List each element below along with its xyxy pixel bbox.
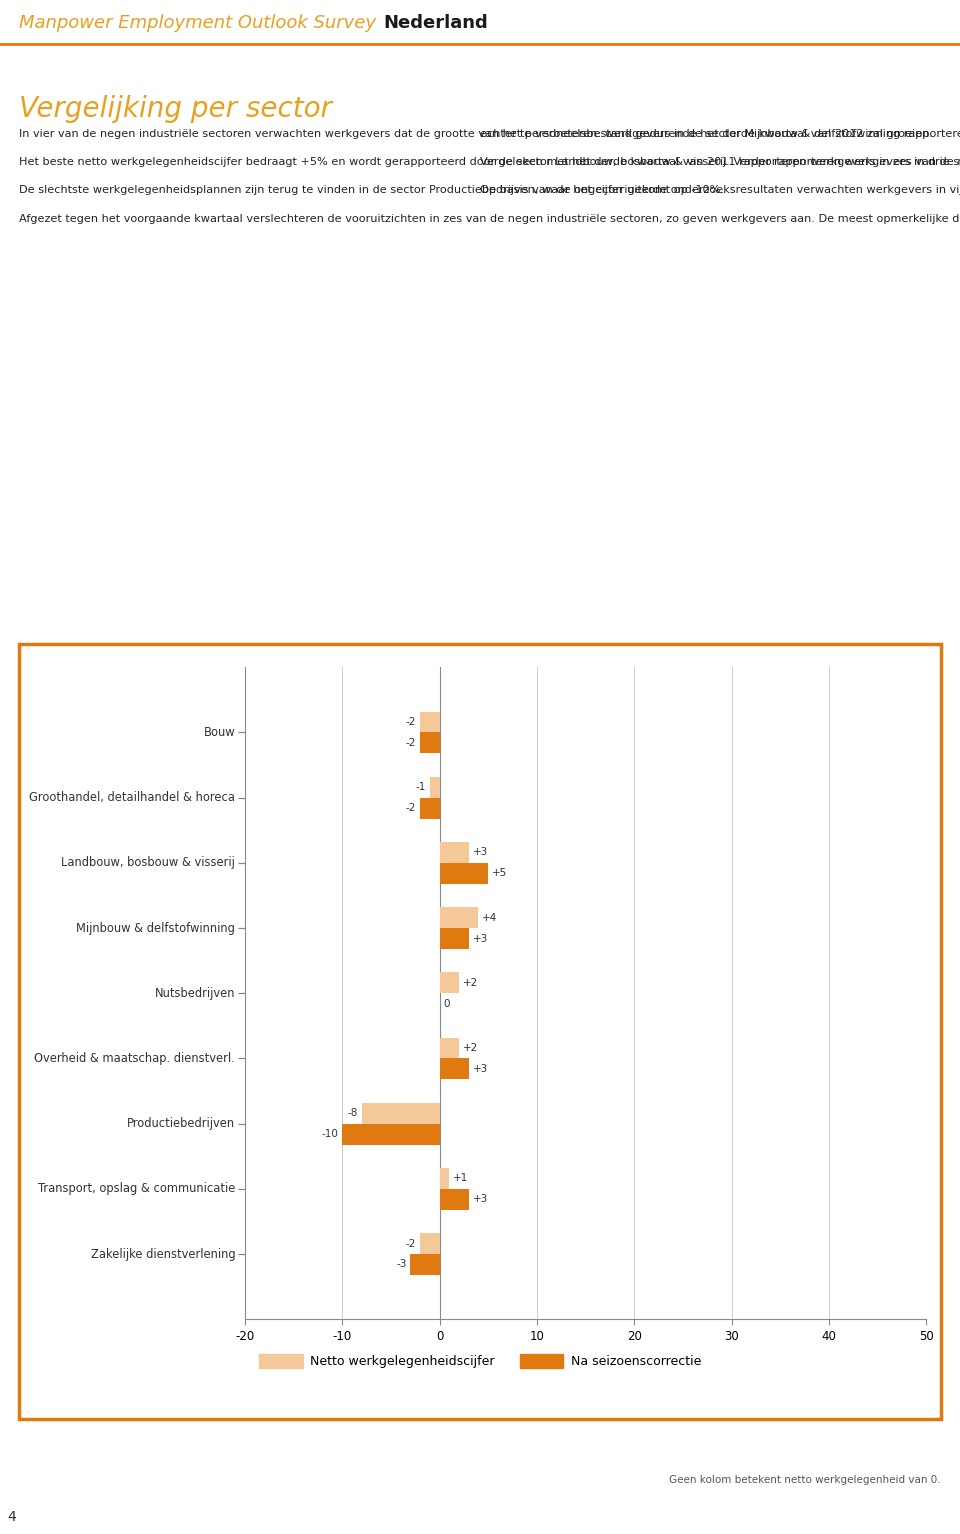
Text: -1: -1 bbox=[416, 782, 426, 792]
Text: -8: -8 bbox=[348, 1108, 358, 1118]
Bar bbox=[440, 1058, 468, 1080]
Text: Bouw: Bouw bbox=[204, 726, 235, 739]
Bar bbox=[362, 1103, 440, 1123]
Text: 4: 4 bbox=[8, 1509, 16, 1525]
Text: Nederland: Nederland bbox=[383, 14, 488, 32]
Text: +1: +1 bbox=[453, 1174, 468, 1183]
Text: +3: +3 bbox=[472, 847, 488, 858]
Text: Transport, opslag & communicatie: Transport, opslag & communicatie bbox=[37, 1183, 235, 1195]
Text: -2: -2 bbox=[406, 1238, 417, 1249]
Text: -10: -10 bbox=[322, 1129, 338, 1140]
Bar bbox=[430, 776, 440, 798]
Bar bbox=[440, 928, 468, 950]
Bar bbox=[440, 907, 478, 928]
Text: +3: +3 bbox=[472, 1195, 488, 1204]
Text: +3: +3 bbox=[472, 934, 488, 943]
Text: -2: -2 bbox=[406, 716, 417, 727]
Text: Mijnbouw & delfstofwinning: Mijnbouw & delfstofwinning bbox=[77, 922, 235, 934]
Text: -2: -2 bbox=[406, 804, 417, 813]
Text: echter te verbeteren: werkgevers in de sector Mijnbouw & delfstofwinning rapport: echter te verbeteren: werkgevers in de s… bbox=[480, 129, 960, 195]
Text: +5: +5 bbox=[492, 868, 508, 879]
Bar bbox=[440, 1037, 459, 1058]
Text: Geen kolom betekent netto werkgelegenheid van 0.: Geen kolom betekent netto werkgelegenhei… bbox=[669, 1474, 941, 1485]
Text: In vier van de negen industriële sectoren verwachten werkgevers dat de grootte v: In vier van de negen industriële sectore… bbox=[19, 129, 960, 224]
Text: Manpower Employment Outlook Survey: Manpower Employment Outlook Survey bbox=[19, 14, 376, 32]
Bar bbox=[420, 733, 440, 753]
Bar bbox=[440, 973, 459, 994]
Text: 0: 0 bbox=[444, 999, 450, 1009]
Text: +2: +2 bbox=[463, 977, 478, 988]
Text: Landbouw, bosbouw & visserij: Landbouw, bosbouw & visserij bbox=[61, 856, 235, 870]
Text: +2: +2 bbox=[463, 1043, 478, 1052]
Bar bbox=[420, 712, 440, 733]
Text: Overheid & maatschap. dienstverl.: Overheid & maatschap. dienstverl. bbox=[35, 1052, 235, 1065]
Legend: Netto werkgelegenheidscijfer, Na seizoenscorrectie: Netto werkgelegenheidscijfer, Na seizoen… bbox=[253, 1350, 707, 1373]
Bar bbox=[342, 1123, 440, 1144]
Text: Zakelijke dienstverlening: Zakelijke dienstverlening bbox=[90, 1247, 235, 1261]
Text: Groothandel, detailhandel & horeca: Groothandel, detailhandel & horeca bbox=[29, 792, 235, 804]
Text: Vergelijking per sector: Vergelijking per sector bbox=[19, 95, 332, 123]
Text: Nutsbedrijven: Nutsbedrijven bbox=[155, 986, 235, 1000]
Text: +3: +3 bbox=[472, 1065, 488, 1074]
Text: +4: +4 bbox=[482, 913, 497, 922]
Text: -2: -2 bbox=[406, 738, 417, 749]
Bar bbox=[440, 1189, 468, 1210]
Text: Productiebedrijven: Productiebedrijven bbox=[127, 1117, 235, 1131]
Bar bbox=[440, 1167, 449, 1189]
Bar bbox=[440, 864, 489, 884]
Bar bbox=[440, 842, 468, 862]
Bar bbox=[410, 1255, 440, 1275]
Bar bbox=[420, 798, 440, 819]
Text: -3: -3 bbox=[396, 1259, 406, 1270]
Bar bbox=[420, 1233, 440, 1255]
